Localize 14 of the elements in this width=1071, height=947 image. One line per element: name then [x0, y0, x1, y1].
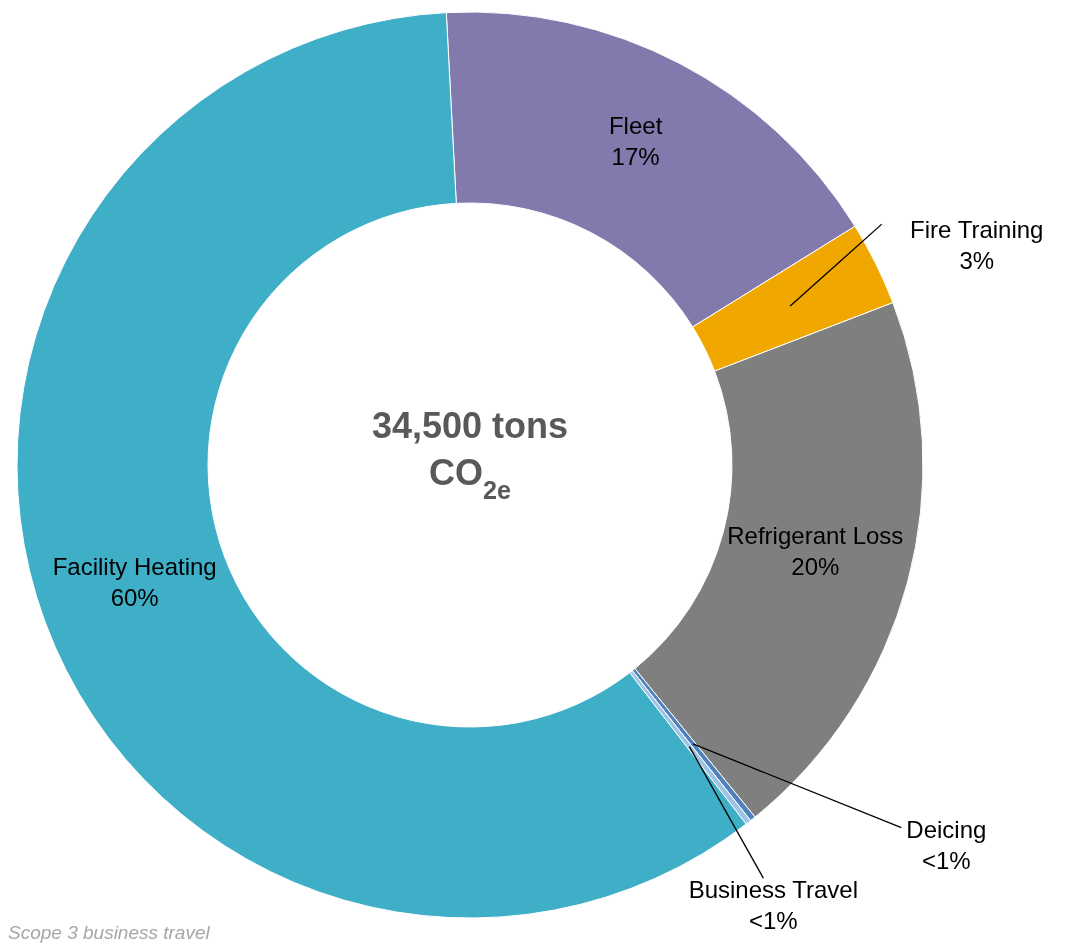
- slice-label: Business Travel: [688, 876, 859, 904]
- data-label: 3%: [959, 247, 995, 275]
- slice-label: Deicing: [906, 815, 987, 843]
- data-label: <1%: [749, 907, 798, 935]
- slice-label: Fire Training: [910, 216, 1044, 244]
- data-label: <1%: [921, 846, 971, 874]
- text: 34,500 tons CO$_{2e}$: [371, 405, 569, 504]
- data-label: 60%: [110, 583, 159, 611]
- slice-label: Facility Heating: [52, 552, 217, 580]
- data-label: 20%: [791, 552, 840, 580]
- slice-label: Fleet: [608, 112, 663, 140]
- data-label: 17%: [611, 143, 660, 171]
- text: Scope 3 business travel: [8, 922, 211, 943]
- slice-label: Refrigerant Loss: [727, 521, 904, 549]
